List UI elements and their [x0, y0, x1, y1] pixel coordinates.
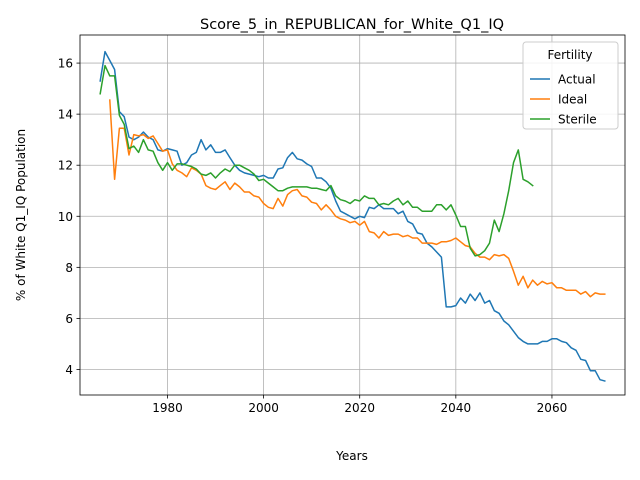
y-tick-label: 6 — [65, 312, 73, 326]
legend-box — [522, 41, 619, 130]
y-axis-label: % of White Q1_IQ Population — [14, 129, 28, 301]
x-axis-label: Years — [335, 449, 368, 463]
legend-title: Fertility — [547, 48, 592, 62]
x-tick-label: 2020 — [344, 401, 375, 415]
legend-label-actual: Actual — [558, 73, 596, 87]
series-lines — [99, 50, 606, 382]
x-tick-label: 2000 — [248, 401, 279, 415]
plot-area-frame — [79, 34, 626, 396]
x-tick-label: 2040 — [441, 401, 472, 415]
axis-ticks: 1980 2000 2020 2040 2060 4 6 8 10 12 14 16 — [58, 57, 568, 415]
chart-title: Score_5_in_REPUBLICAN_for_White_Q1_IQ — [200, 17, 504, 33]
y-tick-label: 4 — [65, 363, 73, 377]
y-tick-label: 14 — [58, 108, 73, 122]
y-tick-label: 12 — [58, 159, 73, 173]
legend-label-ideal: Ideal — [558, 93, 587, 107]
legend: Fertility Actual Ideal Sterile — [522, 41, 619, 130]
x-tick-label: 2060 — [537, 401, 568, 415]
x-tick-label: 1980 — [152, 401, 183, 415]
series-line-sterile — [99, 64, 534, 257]
series-line-ideal — [109, 99, 606, 298]
y-tick-label: 16 — [58, 57, 73, 71]
legend-label-sterile: Sterile — [558, 113, 597, 127]
y-tick-label: 10 — [58, 210, 73, 224]
y-tick-label: 8 — [65, 261, 73, 275]
